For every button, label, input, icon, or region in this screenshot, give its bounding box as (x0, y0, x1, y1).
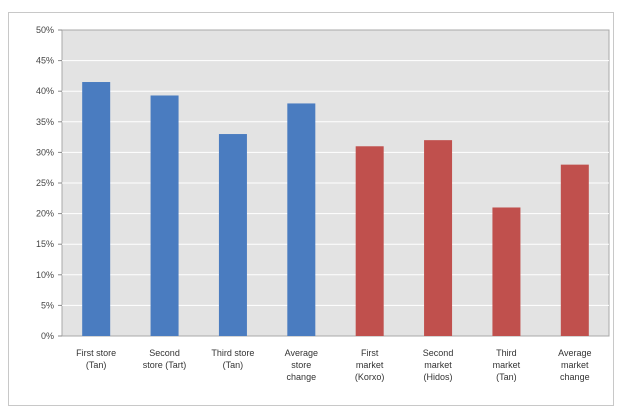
chart-frame: 0% 5% 10% 15% 20% 25% 30% 35% 40% 45% 50% First sto… (8, 12, 614, 406)
bar (492, 207, 521, 336)
y-tick-label: 50% (36, 25, 54, 35)
y-tick-label: 15% (36, 239, 54, 249)
y-tick-label: 25% (36, 178, 54, 188)
x-tick-label-line: (Tan) (496, 372, 517, 382)
x-tick-label-line: First store (76, 348, 116, 358)
x-tick-label-line: Second (149, 348, 180, 358)
x-tick-label-line: Average (558, 348, 591, 358)
x-tick-label-line: change (287, 372, 317, 382)
y-tick-label: 10% (36, 270, 54, 280)
x-tick-label-line: market (424, 360, 452, 370)
x-tick-label-line: Second (423, 348, 454, 358)
x-tick-label: Second market (Hidos) (423, 348, 454, 382)
bar (560, 164, 589, 336)
y-tick-label: 0% (41, 331, 54, 341)
x-tick-label: Third market (Tan) (493, 348, 521, 382)
bar-chart: 0% 5% 10% 15% 20% 25% 30% 35% 40% 45% 50% First sto… (36, 25, 610, 382)
bar (218, 134, 247, 336)
x-tick-label-line: market (356, 360, 384, 370)
x-tick-label-line: (Hidos) (424, 372, 453, 382)
bar (287, 103, 316, 336)
x-tick-label-line: (Korxo) (355, 372, 385, 382)
bar (355, 146, 384, 336)
x-tick-label: Third store (Tan) (211, 348, 254, 370)
x-tick-label-line: market (493, 360, 521, 370)
x-tick-label-line: Third store (211, 348, 254, 358)
x-tick-label: Average market change (558, 348, 591, 382)
x-tick-label-line: Third (496, 348, 517, 358)
x-tick-label-line: change (560, 372, 590, 382)
x-tick-label-line: First (361, 348, 379, 358)
y-tick-label: 45% (36, 56, 54, 66)
x-tick-label-line: (Tan) (223, 360, 244, 370)
x-tick-label: First store (Tan) (76, 348, 116, 370)
bar (150, 95, 179, 336)
y-tick-label: 30% (36, 147, 54, 157)
x-tick-label: First market (Korxo) (355, 348, 385, 382)
x-tick-label-line: store (Tart) (143, 360, 187, 370)
x-tick-label-line: market (561, 360, 589, 370)
x-tick-label: Second store (Tart) (143, 348, 187, 370)
y-tick-label: 40% (36, 86, 54, 96)
x-tick-label-line: Average (285, 348, 318, 358)
x-tick-label-line: store (291, 360, 311, 370)
y-tick-label: 5% (41, 300, 54, 310)
y-tick-label: 35% (36, 117, 54, 127)
y-tick-label: 20% (36, 209, 54, 219)
x-tick-label-line: (Tan) (86, 360, 107, 370)
x-tick-label: Average store change (285, 348, 318, 382)
bar (424, 140, 453, 336)
bar (82, 82, 111, 337)
